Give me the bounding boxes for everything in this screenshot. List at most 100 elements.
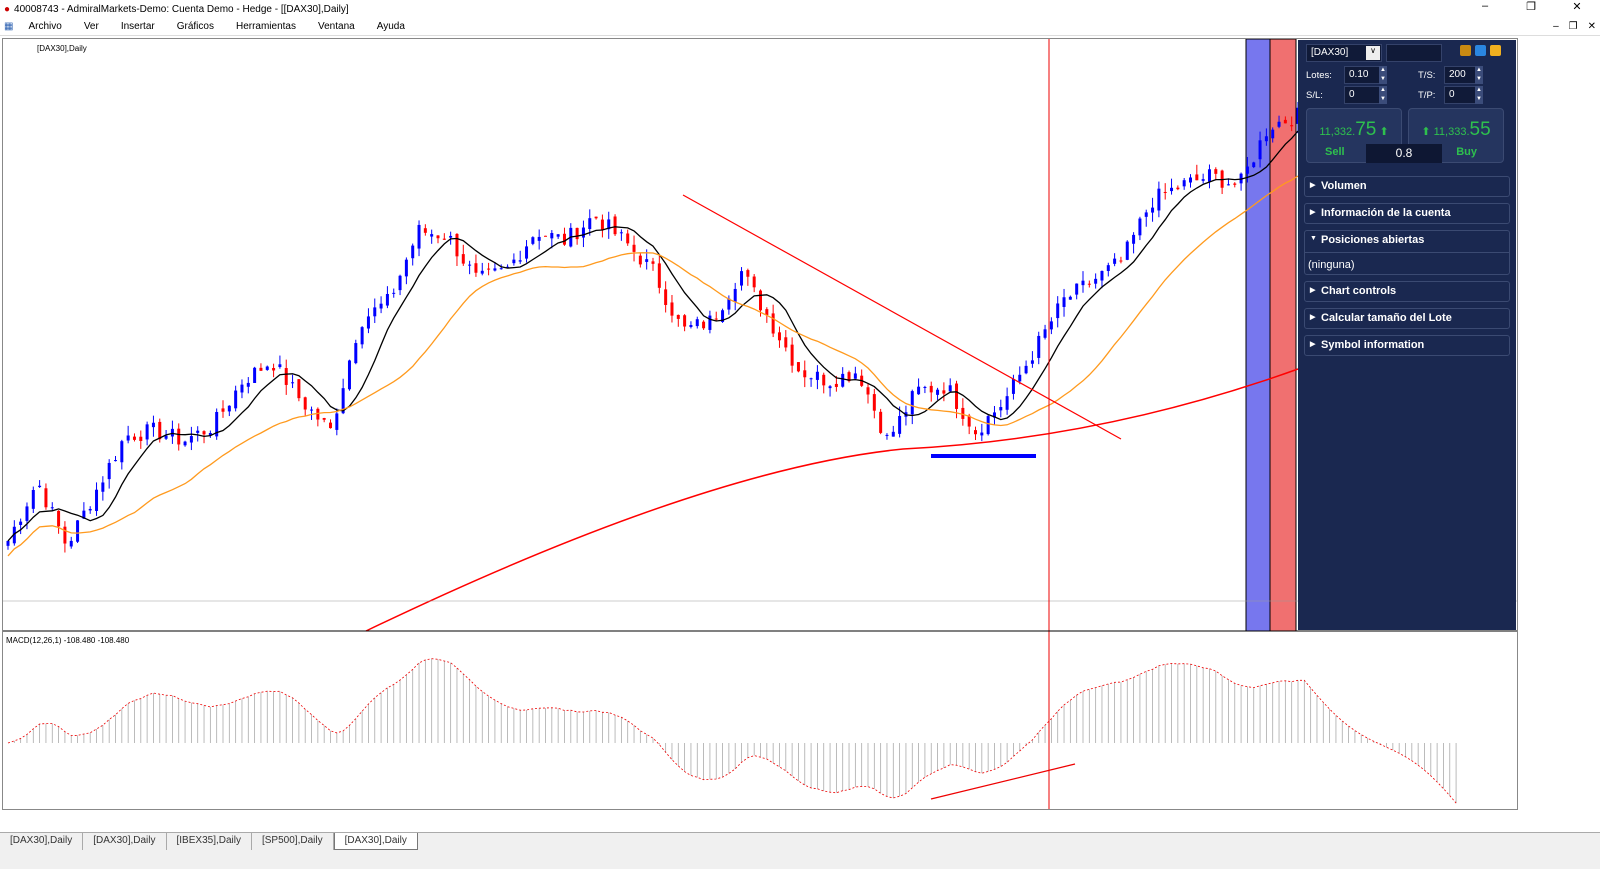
candle-body [1245,166,1249,174]
candle-body [885,434,889,436]
section-label: Symbol information [1321,339,1425,351]
tab-ibex35[interactable]: [IBEX35],Daily [167,833,252,850]
candle-body [777,332,781,341]
candle-body [765,309,769,315]
candle-body [923,386,927,388]
candle-body [828,386,832,389]
candle-body [1081,280,1085,286]
triangle-right-icon: ▶ [1310,341,1316,348]
candle-body [853,373,857,379]
candle-body [461,254,465,264]
candle-body [670,302,674,316]
ts-stepper[interactable]: ▲ ▼ [1475,66,1483,84]
candle-body [436,235,440,239]
child-restore-button[interactable]: ❐ [1568,21,1578,32]
candle-body [714,318,718,320]
candle-body [25,506,29,521]
chart-canvas[interactable]: 13505.1013400.7013296.3013191.9013087.50… [3,39,1518,810]
candle-body [379,303,383,309]
candle-body [1011,378,1015,394]
symbol-select[interactable]: [DAX30] ∨ [1306,44,1382,62]
candle-body [278,364,282,368]
menu-ayuda[interactable]: Ayuda [376,21,405,32]
app-icon: ● [4,3,11,15]
section-chart-controls[interactable]: ▶ Chart controls [1304,281,1510,302]
candle-body [487,268,491,270]
candle-body [822,374,826,386]
candle-body [879,411,883,433]
menu-ver[interactable]: Ver [83,21,99,32]
ts-input[interactable]: 200 [1444,66,1476,84]
candle-body [423,228,427,233]
restore-button[interactable]: ❐ [1526,1,1536,13]
lots-input[interactable]: 0.10 [1344,66,1380,84]
grid-icon[interactable] [1490,45,1501,56]
candle-body [107,462,111,480]
section-lot-calculator[interactable]: ▶ Calcular tamaño del Lote [1304,308,1510,329]
menu-herramientas[interactable]: Herramientas [235,21,296,32]
arrow-up-icon: ⬆ [1379,126,1389,138]
tab-dax30-2[interactable]: [DAX30],Daily [83,833,167,850]
candle-body [796,362,800,372]
price-chart[interactable]: 13505.1013400.7013296.3013191.9013087.50… [2,38,1518,810]
candle-body [1018,374,1022,382]
candle-body [310,409,314,411]
copy-icon[interactable] [1460,45,1471,56]
menu-insertar[interactable]: Insertar [120,21,155,32]
window-title: 40008743 - AdmiralMarkets-Demo: Cuenta D… [14,3,349,15]
lots-stepper[interactable]: ▲ ▼ [1379,66,1387,84]
candle-body [468,264,472,266]
buy-button[interactable]: ⬆ 11,333.55 Buy [1408,108,1504,163]
gear-icon[interactable] [1475,45,1486,56]
section-account-info[interactable]: ▶ Información de la cuenta [1304,203,1510,224]
candle-body [512,259,516,264]
candle-body [335,413,339,430]
tab-dax30-active[interactable]: [DAX30],Daily [333,833,418,850]
candle-body [518,260,522,262]
chart-window-icon: ▦ [4,21,14,32]
menu-bar: ▦ Archivo Ver Insertar Gráficos Herramie… [0,18,1600,36]
candle-body [815,371,819,380]
tp-stepper[interactable]: ▲ ▼ [1475,86,1483,104]
sl-input[interactable]: 0 [1344,86,1380,104]
trade-panel: [DAX30] ∨ Lotes: 0.10 ▲ ▼ T/S: 200 ▲ ▼ S/L:… [1298,40,1516,630]
menu-archivo[interactable]: Archivo [28,21,62,32]
sl-stepper[interactable]: ▲ ▼ [1379,86,1387,104]
candle-body [347,360,351,390]
candle-body [272,367,276,371]
buy-price-big: 55 [1469,119,1491,140]
section-open-positions[interactable]: ▼ Posiciones abiertas (ninguna) [1304,230,1510,275]
open-positions-value: (ninguna) [1305,252,1509,271]
sell-label: Sell [1325,146,1345,158]
resistance-trendline [682,194,1122,440]
close-button[interactable]: ✕ [1572,1,1582,13]
minimize-button[interactable]: – [1481,0,1489,12]
candle-body [1157,188,1161,211]
menu-graficos[interactable]: Gráficos [176,21,214,32]
section-volumen[interactable]: ▶ Volumen [1304,176,1510,197]
candle-body [525,246,529,259]
child-minimize-button[interactable]: – [1553,21,1559,32]
section-symbol-info[interactable]: ▶ Symbol information [1304,335,1510,356]
candle-body [676,314,680,319]
candle-body [664,289,668,305]
tab-dax30-1[interactable]: [DAX30],Daily [0,833,84,850]
chevron-down-icon[interactable]: ∨ [1366,46,1380,60]
candle-body [1062,297,1066,307]
candle-body [847,372,851,382]
candle-body [246,382,250,387]
candle-body [151,422,155,428]
candle-body [651,261,655,264]
child-close-button[interactable]: ✕ [1587,21,1596,32]
candle-body [19,521,23,525]
candle-body [1163,191,1167,193]
candle-body [872,394,876,411]
candle-body [354,343,358,364]
candle-body [50,507,54,509]
menu-ventana[interactable]: Ventana [318,21,355,32]
candle-body [588,218,592,230]
tab-sp500[interactable]: [SP500],Daily [252,833,334,850]
candle-body [215,411,219,437]
tp-input[interactable]: 0 [1444,86,1476,104]
candle-body [63,526,67,544]
